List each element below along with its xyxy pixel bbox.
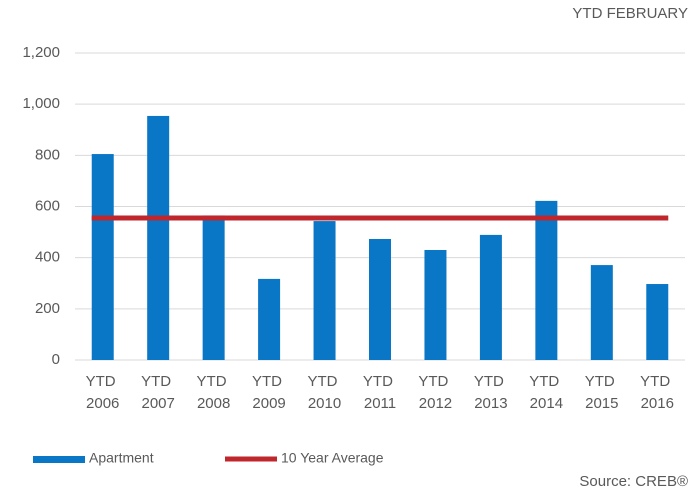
- source: Source: CREB®: [579, 473, 688, 490]
- x-tick-label: YTD 2008: [197, 373, 231, 412]
- y-tick-label: 0: [52, 351, 60, 368]
- chart-subtitle: YTD FEBRUARY: [572, 5, 688, 22]
- y-tick-label: 800: [35, 146, 60, 163]
- bar: [202, 215, 225, 360]
- x-tick-label: YTD 2009: [252, 373, 286, 412]
- x-tick-label: YTD 2010: [307, 373, 341, 412]
- x-tick-label: YTD 2014: [529, 373, 563, 412]
- x-tick-label: YTD 2015: [585, 373, 619, 412]
- bar: [313, 221, 336, 360]
- y-tick-label: 200: [35, 300, 60, 317]
- bar: [646, 284, 669, 360]
- bar: [424, 249, 447, 360]
- bar: [369, 238, 391, 360]
- legend-label: Apartment: [89, 450, 154, 466]
- bar: [590, 265, 613, 360]
- x-tick-label: YTD 2013: [474, 373, 508, 412]
- y-tick-label: 600: [35, 197, 60, 214]
- x-tick-label: YTD 2007: [141, 373, 175, 412]
- x-tick-label: YTD 2011: [363, 373, 397, 412]
- bar: [535, 200, 558, 360]
- x-tick-label: YTD 2006: [86, 373, 120, 412]
- bar: [91, 154, 114, 360]
- legend-swatch: [33, 456, 85, 463]
- legend-label: 10 Year Average: [281, 450, 384, 466]
- x-tick-label: YTD 2012: [418, 373, 452, 412]
- bar: [258, 278, 281, 360]
- bar: [479, 234, 502, 360]
- y-tick-label: 1,200: [22, 44, 60, 61]
- x-tick-label: YTD 2016: [640, 373, 674, 412]
- bar: [147, 115, 170, 360]
- y-tick-label: 400: [35, 249, 60, 266]
- y-tick-label: 1,000: [22, 95, 60, 112]
